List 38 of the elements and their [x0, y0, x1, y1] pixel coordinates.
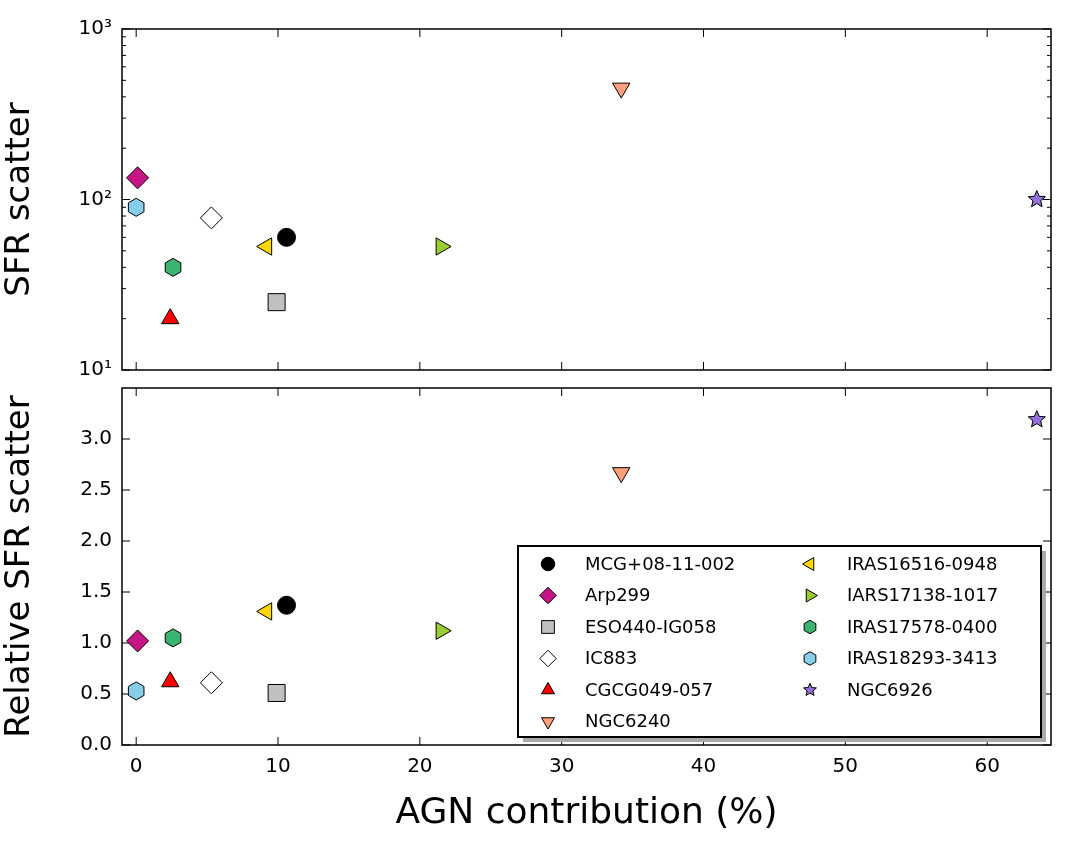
x-tick-label: 10	[265, 753, 291, 778]
y-tick-label: 0.5	[80, 680, 112, 705]
y-tick-label: 0.0	[80, 731, 112, 756]
y-tick-label: 2.0	[80, 527, 112, 552]
legend-label: IRAS18293-3413	[847, 647, 998, 669]
point	[267, 683, 286, 702]
y-tick-label: 1.5	[80, 578, 112, 603]
legend-label: CGCG049-057	[585, 678, 714, 700]
legend-label: NGC6240	[585, 710, 671, 732]
y-axis-title: Relative SFR scatter	[0, 395, 38, 738]
x-tick-label: 60	[974, 753, 1000, 778]
x-tick-label: 0	[129, 753, 143, 778]
legend-label: IRAS17578-0400	[847, 615, 998, 637]
x-tick-label: 30	[548, 753, 575, 778]
x-tick-label: 40	[690, 753, 717, 778]
legend-label: IC883	[585, 647, 638, 669]
point	[126, 629, 150, 653]
point	[277, 595, 297, 615]
legend-label: NGC6926	[847, 678, 933, 700]
legend-label: IARS17138-1017	[847, 584, 999, 606]
legend-label: IRAS16516-0948	[847, 552, 998, 574]
point	[127, 681, 145, 701]
y-tick-label: 10²	[78, 185, 112, 210]
point	[1027, 410, 1046, 428]
y-tick-label: 10³	[78, 15, 112, 40]
y-axis-title: SFR scatter	[0, 102, 38, 297]
x-tick-label: 50	[832, 753, 859, 778]
y-tick-label: 2.5	[80, 476, 112, 501]
x-axis-title: AGN contribution (%)	[395, 789, 778, 831]
legend-label: MCG+08-11-002	[585, 552, 736, 574]
legend-label: ESO440-IG058	[585, 615, 717, 637]
point	[199, 671, 223, 695]
point	[164, 628, 182, 648]
y-tick-label: 10¹	[78, 356, 112, 381]
legend-label: Arp299	[585, 584, 651, 606]
x-tick-label: 20	[407, 753, 433, 778]
y-tick-label: 3.0	[80, 425, 112, 450]
y-tick-label: 1.0	[80, 629, 112, 654]
